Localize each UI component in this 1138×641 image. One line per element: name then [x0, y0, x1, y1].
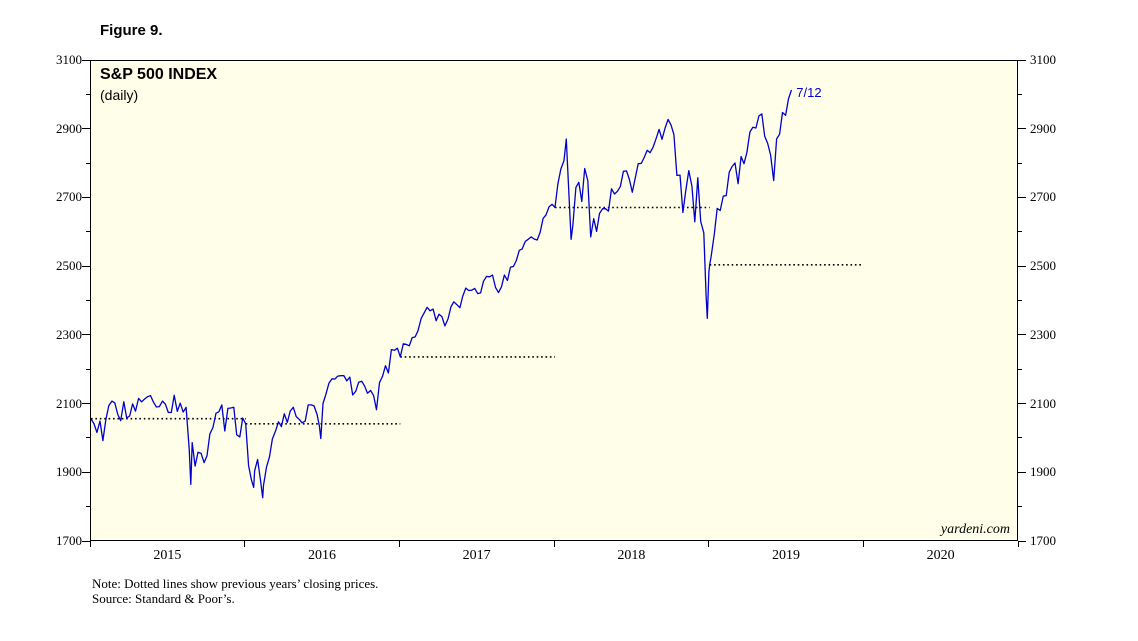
y-axis-label-right: 3100 [1030, 52, 1056, 67]
source-line: Source: Standard & Poor’s. [92, 590, 235, 606]
y-minor-tick-right [1018, 437, 1022, 439]
x-boundary-tick [398, 541, 400, 547]
x-axis-label: 2016 [308, 548, 336, 563]
y-axis-label-left: 2700 [56, 189, 82, 205]
y-major-tick-left [82, 196, 90, 198]
y-axis-label-right: 2100 [1030, 395, 1056, 411]
y-axis-label-left: 2900 [56, 120, 82, 136]
watermark: yardeni.com [940, 522, 1010, 537]
chart-subtitle: (daily) [100, 87, 139, 103]
x-axis-label: 2019 [772, 548, 800, 563]
y-axis-label-left: 1700 [56, 533, 82, 548]
y-axis-label-right: 2700 [1030, 189, 1056, 205]
y-minor-tick-right [1018, 162, 1022, 164]
y-major-tick-right [1018, 334, 1026, 336]
y-minor-tick-right [1018, 300, 1022, 301]
y-axis-label-right: 2900 [1030, 120, 1056, 136]
x-axis-label: 2017 [462, 548, 491, 563]
y-major-tick-left [82, 334, 90, 336]
y-axis-label-right: 2500 [1030, 258, 1056, 274]
footnotes: Note: Dotted lines show previous years’ … [92, 576, 379, 607]
y-minor-tick-right [1018, 93, 1022, 95]
y-axis-label-left: 2100 [56, 395, 82, 411]
price-line-chart [91, 89, 862, 499]
figure-label: Figure 9. [100, 22, 163, 39]
y-major-tick-right [1018, 403, 1026, 405]
latest-date-annotation: 7/12 [796, 85, 822, 101]
y-major-tick-left [82, 403, 90, 405]
y-major-tick-right [1018, 265, 1026, 267]
x-boundary-tick [862, 541, 864, 547]
y-axis-label-right: 2300 [1030, 326, 1056, 342]
x-axis-label: 2018 [617, 548, 646, 563]
x-boundary-tick [553, 541, 555, 547]
y-minor-tick-right [1018, 231, 1022, 233]
y-major-tick-right [1018, 59, 1026, 61]
y-minor-tick-right [1018, 506, 1022, 508]
y-minor-tick-right [1018, 368, 1022, 370]
y-major-tick-right [1018, 540, 1026, 542]
note-line: Note: Dotted lines show previous years’ … [92, 576, 379, 591]
chart-title: S&P 500 INDEX [100, 66, 218, 83]
chart-plot-area: S&P 500 INDEX (daily) 7/12 yardeni.com [90, 60, 1018, 541]
y-major-tick-right [1018, 128, 1026, 130]
y-major-tick-right [1018, 196, 1026, 198]
y-axis-label-right: 1700 [1030, 533, 1056, 548]
y-major-tick-left [82, 128, 90, 130]
y-major-tick-right [1018, 471, 1026, 473]
x-boundary-tick [89, 541, 91, 547]
x-boundary-tick [244, 541, 246, 547]
x-axis-label: 2015 [153, 548, 182, 563]
x-boundary-tick [708, 541, 710, 547]
x-axis-label: 2020 [926, 548, 955, 563]
y-axis-label-right: 1900 [1030, 464, 1056, 480]
y-major-tick-left [82, 265, 90, 267]
y-major-tick-left [82, 471, 90, 473]
y-major-tick-left [82, 59, 90, 61]
x-boundary-tick [1017, 541, 1019, 547]
y-axis-label-left: 3100 [56, 52, 82, 67]
y-axis-label-left: 1900 [56, 464, 82, 480]
y-axis-label-left: 2300 [56, 326, 82, 342]
y-axis-label-left: 2500 [56, 258, 82, 274]
y-major-tick-left [82, 540, 90, 542]
